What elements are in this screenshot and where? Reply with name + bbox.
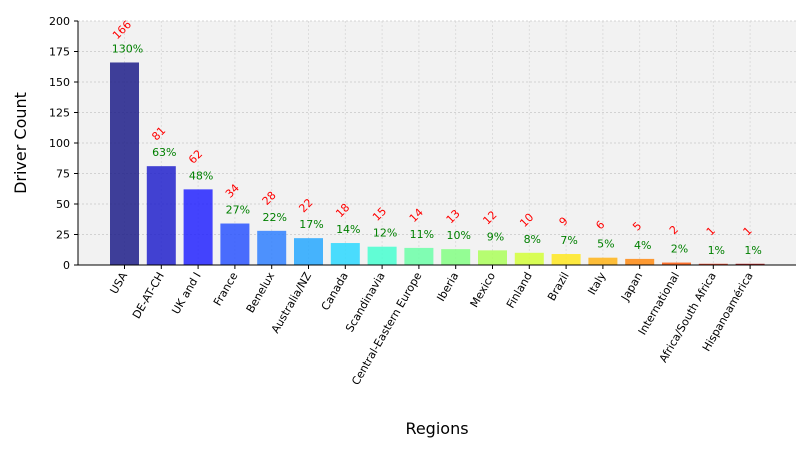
bar xyxy=(662,262,691,265)
percent-label: 1% xyxy=(708,244,725,257)
bar xyxy=(294,238,323,265)
x-tick-label: Japan xyxy=(618,270,645,304)
percent-label: 1% xyxy=(744,244,761,257)
percent-label: 2% xyxy=(671,243,688,256)
bar xyxy=(588,257,618,265)
bar xyxy=(330,243,360,265)
x-tick-label: Iberia xyxy=(434,270,461,304)
y-tick-label: 150 xyxy=(49,76,70,89)
x-tick-label: Mexico xyxy=(468,270,499,310)
y-tick-label: 75 xyxy=(56,168,70,181)
percent-label: 11% xyxy=(410,228,434,241)
bar xyxy=(514,252,544,265)
x-tick-label: USA xyxy=(107,270,130,297)
percent-label: 9% xyxy=(487,230,504,243)
grid-lines xyxy=(78,20,796,266)
x-axis-ticks: USA DE-AT-CH UK and I France BeneluxAustrali… xyxy=(107,265,756,388)
y-axis-ticks: 0 25 50 75 100 125 150 175 200 xyxy=(49,15,78,272)
bar xyxy=(367,246,397,265)
bar xyxy=(625,258,655,265)
percent-label: 17% xyxy=(299,218,323,231)
percent-label: 14% xyxy=(336,223,360,236)
x-tick-label: Canada xyxy=(319,270,351,313)
bars xyxy=(110,62,765,266)
y-tick-label: 100 xyxy=(49,137,70,150)
x-tick-label: Brazil xyxy=(545,270,572,303)
bar xyxy=(146,166,176,265)
percent-label: 12% xyxy=(373,227,397,240)
percent-label: 130% xyxy=(112,42,143,55)
bar xyxy=(404,247,434,265)
percent-label: 4% xyxy=(634,239,651,252)
percent-label: 5% xyxy=(597,238,614,251)
x-tick-label: Benelux xyxy=(244,270,278,316)
x-tick-label: Australia/NZ xyxy=(269,270,315,336)
bar xyxy=(551,254,581,265)
x-tick-label: Finland xyxy=(504,270,535,311)
y-tick-label: 50 xyxy=(56,198,70,211)
y-axis-title: Driver Count xyxy=(11,92,30,194)
percent-label: 48% xyxy=(189,169,213,182)
bar xyxy=(478,250,507,265)
bar xyxy=(698,263,728,265)
percent-label: 63% xyxy=(152,146,176,159)
percent-label: 8% xyxy=(524,233,541,246)
y-tick-label: 0 xyxy=(63,259,70,272)
percent-label: 22% xyxy=(262,211,286,224)
percent-label: 10% xyxy=(446,229,470,242)
y-tick-label: 25 xyxy=(56,229,70,242)
percent-label: 7% xyxy=(560,234,577,247)
percent-label: 27% xyxy=(226,204,250,217)
y-tick-label: 125 xyxy=(49,107,70,120)
bar xyxy=(441,249,471,265)
x-tick-label: UK and I xyxy=(169,270,203,317)
x-tick-label: Italy xyxy=(585,270,608,298)
y-tick-label: 175 xyxy=(49,46,70,59)
bar xyxy=(110,62,139,266)
bar xyxy=(183,189,213,265)
x-axis-title: Regions xyxy=(405,419,468,438)
bar xyxy=(220,223,250,265)
bar xyxy=(735,263,765,265)
x-tick-label: France xyxy=(211,270,241,308)
x-tick-label: Central-Eastern Europe xyxy=(349,270,424,388)
y-tick-label: 200 xyxy=(49,15,70,28)
x-tick-label: DE-AT-CH xyxy=(130,270,167,321)
bar xyxy=(257,230,287,265)
